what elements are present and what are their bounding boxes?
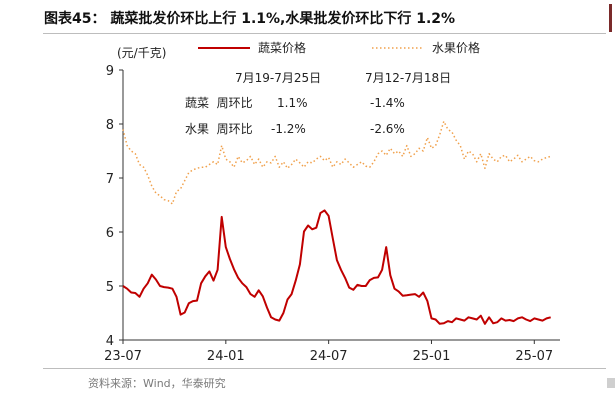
chart-series [122,120,551,325]
annotation-row-vegetable-previous: -1.4% [370,96,405,110]
source-note: 资料来源：Wind，华泰研究 [88,377,226,390]
series-line-vegetable [122,209,551,325]
legend-label-fruit: 水果价格 [432,40,480,55]
adjacent-panel-edge [609,4,612,32]
adjacent-panel-text-fragment [607,378,615,388]
y-tick-label: 7 [106,172,114,187]
y-tick-label: 9 [106,64,114,79]
weekly-change-annotation: 7月19-7月25日 7月12-7月18日 蔬菜 周环比 1.1% -1.4% … [185,71,451,136]
y-tick-label: 6 [106,226,114,241]
annotation-period-previous: 7月12-7月18日 [365,71,451,85]
annotation-row-fruit-previous: -2.6% [370,122,405,136]
annotation-period-current: 7月19-7月25日 [235,71,321,85]
chart-legend: 蔬菜价格 水果价格 [198,40,480,55]
annotation-row-fruit-current: -1.2% [271,122,306,136]
chart-axes: (元/千克) 4 5 6 7 8 9 23-07 24-01 24-07 25-01 25-07 [104,46,560,364]
annotation-row-vegetable-current: 1.1% [277,96,308,110]
y-axis-unit-label: (元/千克) [117,46,166,60]
y-tick-label: 8 [106,118,114,133]
x-tick-label: 24-01 [207,349,245,364]
legend-label-vegetable: 蔬菜价格 [258,40,306,55]
series-line-fruit [122,120,551,205]
x-tick-label: 25-01 [413,349,451,364]
y-tick-label: 4 [106,334,114,349]
y-tick-label: 5 [106,280,114,295]
x-tick-label: 25-07 [515,349,553,364]
x-tick-label: 23-07 [104,349,142,364]
annotation-row-fruit-label: 水果 周环比 [185,122,253,136]
x-tick-label: 24-07 [310,349,348,364]
title-divider [43,33,606,34]
annotation-row-vegetable-label: 蔬菜 周环比 [185,96,253,110]
figure-title: 图表45： 蔬菜批发价环比上行 1.1%,水果批发价环比下行 1.2% [44,11,456,27]
source-divider [43,368,606,369]
